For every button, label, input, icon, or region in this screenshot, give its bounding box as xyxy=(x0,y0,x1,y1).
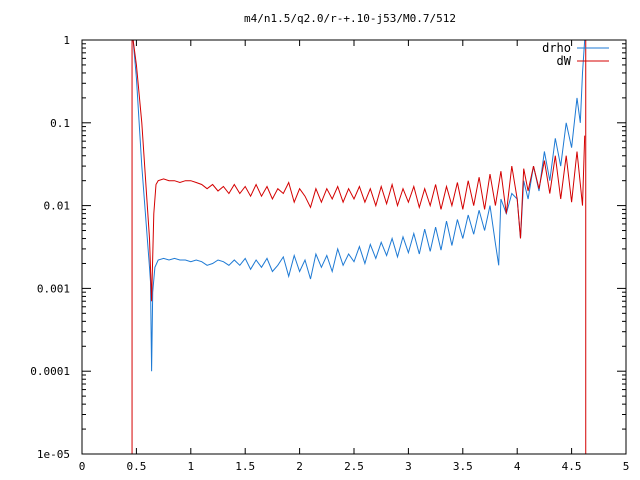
x-tick-label: 1 xyxy=(187,460,194,473)
chart-title: m4/n1.5/q2.0/r-+.10-j53/M0.7/512 xyxy=(244,12,456,25)
y-tick-label: 0.001 xyxy=(37,282,70,295)
x-tick-label: 0.5 xyxy=(126,460,146,473)
x-tick-label: 4 xyxy=(514,460,521,473)
x-tick-label: 3 xyxy=(405,460,412,473)
y-tick-label: 0.01 xyxy=(44,200,71,213)
legend-label: drho xyxy=(542,41,571,55)
axis-layer: 0 0.5 1 1.5 2 2.5 3 3.5 4 4.5 5 1 0.1 0.01 0.001 0.0001… xyxy=(30,34,629,473)
x-tick-label: 2 xyxy=(296,460,303,473)
series-line-drho xyxy=(132,39,586,372)
legend-label: dW xyxy=(557,54,572,68)
x-tick-label: 2.5 xyxy=(344,460,364,473)
x-tick-label: 5 xyxy=(623,460,630,473)
series-line-dW xyxy=(132,39,586,302)
x-tick-label: 3.5 xyxy=(453,460,473,473)
y-tick-label: 0.1 xyxy=(50,117,70,130)
x-tick-label: 4.5 xyxy=(562,460,582,473)
y-tick-label: 1e-05 xyxy=(37,448,70,461)
x-tick-label: 1.5 xyxy=(235,460,255,473)
vertical-lines-layer xyxy=(131,40,587,454)
x-tick-label: 0 xyxy=(79,460,86,473)
y-tick-label: 1 xyxy=(63,34,70,47)
y-tick-label: 0.0001 xyxy=(30,365,70,378)
series-layer xyxy=(132,39,586,372)
